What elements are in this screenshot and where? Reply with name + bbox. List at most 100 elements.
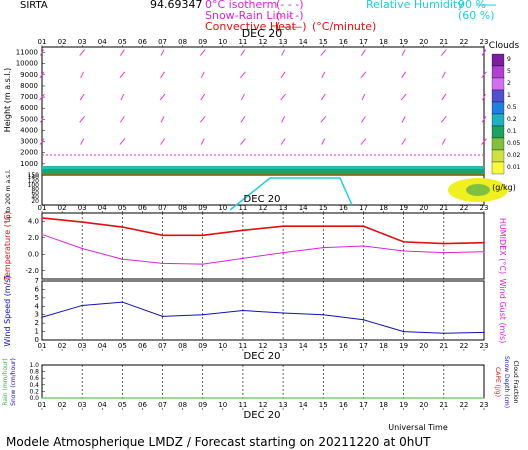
rh-line <box>229 177 353 211</box>
wind-barb <box>441 138 446 145</box>
boundary-ylabel: Up to 200 m a.s.l. <box>5 169 12 222</box>
hour-tick-label: 23 <box>480 38 489 46</box>
hour-tick-label: 15 <box>319 342 328 350</box>
rain-point <box>121 397 124 399</box>
wind-barb <box>361 93 366 101</box>
wind-point <box>242 309 244 312</box>
hour-tick-label: 10 <box>218 204 227 212</box>
dewpoint-point <box>81 247 83 250</box>
wind-barb <box>280 71 286 79</box>
wind-barb <box>320 49 327 56</box>
legend-snowrain-label: Snow-Rain Limit <box>205 9 294 22</box>
altitude-tick-label: 1000 <box>20 160 38 168</box>
rain-point <box>41 397 43 399</box>
bottom-hour-labels: 01 02 03 04 05 06 07 08 09 10 11 12 13 14 15 16 17 18 19 20… <box>38 401 489 410</box>
snow-ylabel: Snow (cm/hour) <box>10 358 17 406</box>
rain-point <box>362 397 365 399</box>
wind-barb <box>401 138 407 145</box>
wind-barbs <box>39 49 487 145</box>
colorbar-tick-label: 0.02 <box>507 152 521 159</box>
wind-grid <box>81 281 445 340</box>
hour-tick-label: 01 <box>38 401 47 409</box>
hour-tick-label: 08 <box>178 38 187 46</box>
wind-panel-frame <box>41 280 485 341</box>
wind-point <box>483 331 485 334</box>
wind-barb <box>119 138 126 145</box>
temperature-point <box>362 225 365 227</box>
precip-series <box>41 397 485 399</box>
hour-tick-label: 11 <box>238 38 247 46</box>
wind-series <box>41 301 485 335</box>
colorbar-swatch <box>491 161 505 175</box>
wind-barb <box>440 49 447 56</box>
hour-tick-label: 10 <box>218 38 227 46</box>
hour-tick-label: 21 <box>439 38 448 46</box>
wind-barb <box>481 71 487 79</box>
hour-tick-label: 05 <box>118 342 127 350</box>
y-tick-label: 7 <box>35 277 39 285</box>
wind-barb <box>39 138 45 145</box>
wind-barb <box>119 116 125 123</box>
wind-barb <box>482 93 486 101</box>
wind-barb <box>120 93 125 101</box>
precip-panel: 0.00.20.40.60.81.0 Rain (mm/hour) Snow (… <box>2 356 519 408</box>
hour-tick-label: 10 <box>218 401 227 409</box>
hour-tick-label: 04 <box>98 401 107 409</box>
hour-tick-label: 22 <box>459 342 468 350</box>
hour-tick-label: 03 <box>78 38 87 46</box>
altitude-tick-label: 11000 <box>16 49 38 57</box>
hour-tick-label: 15 <box>319 204 328 212</box>
temperature-point <box>81 221 83 223</box>
legend-rh-value-60: (60 %) <box>458 9 495 22</box>
hour-tick-label: 16 <box>339 38 348 46</box>
colorbar-tick-label: 9 <box>507 56 511 63</box>
cloud-colorbar: Clouds 9 5 2 1 0.5 0.2 0.1 0.05 0.02 0.01 (g/kg) <box>489 41 521 192</box>
rain-point <box>81 397 83 399</box>
colorbar-tick-label: 0.2 <box>507 116 517 123</box>
wind-barb <box>240 93 245 101</box>
hour-tick-label: 13 <box>279 401 288 409</box>
wind-barb <box>200 71 205 79</box>
boundary-tick-label: 150 <box>28 172 40 179</box>
wind-point <box>322 313 325 316</box>
mid-date-label-2: DEC 20 <box>244 351 281 362</box>
rain-point <box>483 397 485 399</box>
hour-tick-label: 01 <box>38 342 47 350</box>
hour-tick-label: 20 <box>419 401 428 409</box>
colorbar-title: Clouds <box>489 41 520 51</box>
boundary-tick-label: 120 <box>28 178 40 185</box>
colorbar-swatch <box>491 65 505 79</box>
hour-tick-label: 05 <box>118 401 127 409</box>
hour-tick-label: 02 <box>58 401 67 409</box>
hour-tick-label: 23 <box>480 204 489 212</box>
dewpoint-point <box>483 250 485 253</box>
precip-yaxis: 0.00.20.40.60.81.0 <box>29 362 45 402</box>
legend-rh-label: Relative Humidity <box>366 0 464 11</box>
y-tick-label: 4.0 <box>28 217 39 225</box>
top-hour-labels: 01 02 03 04 05 06 07 08 09 10 11 12 13 14 15 16 17 18 19 20… <box>38 38 489 47</box>
legend-isotherm-label: 0°C isotherm <box>205 0 277 11</box>
altitude-tick-label: 10000 <box>16 60 38 68</box>
legend-convective-unit: (°C/minute) <box>312 20 376 33</box>
y-tick-label: 5 <box>35 294 39 302</box>
colorbar-swatch <box>491 113 505 127</box>
hour-tick-label: 06 <box>138 38 147 46</box>
hour-tick-label: 23 <box>480 401 489 409</box>
temperature-panel-frame <box>41 212 485 280</box>
wind-barb <box>39 93 45 101</box>
dewpoint-point <box>402 250 405 252</box>
wind-barb <box>320 116 327 123</box>
altitude-ylabel: Height (m a.s.l.) <box>3 68 12 133</box>
hour-tick-label: 08 <box>178 401 187 409</box>
wind-barb <box>160 138 165 145</box>
wind-barb <box>199 116 206 123</box>
precip-panel-frame <box>41 364 485 399</box>
wind-point <box>81 304 83 307</box>
hour-tick-label: 17 <box>359 401 368 409</box>
hour-tick-label: 20 <box>419 342 428 350</box>
temperature-point <box>443 242 445 245</box>
